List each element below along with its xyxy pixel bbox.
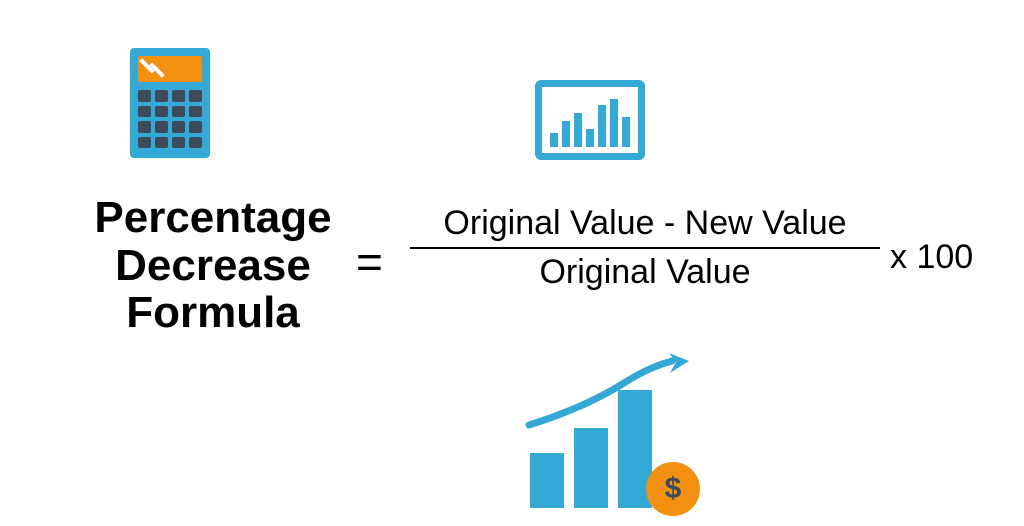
fraction: Original Value - New Value Original Valu… [410,200,880,296]
growth-chart-icon: $ [520,358,690,508]
fraction-denominator: Original Value [410,249,880,296]
growth-bars [530,390,652,508]
title-line-3: Formula [68,289,358,337]
infographic-canvas: Percentage Decrease Formula = Original V… [0,0,1024,526]
multiplier-text: x 100 [890,238,973,277]
calculator-screen [138,56,202,82]
calculator-keys [138,90,202,148]
title-line-1: Percentage [68,194,358,242]
equals-sign: = [356,235,383,289]
monitor-chart-icon [535,80,645,160]
calculator-icon [130,48,210,158]
dollar-coin-icon: $ [646,462,700,516]
fraction-numerator: Original Value - New Value [410,200,880,247]
formula-title: Percentage Decrease Formula [68,194,358,337]
calculator-body [130,48,210,158]
title-line-2: Decrease [68,242,358,290]
coin-symbol: $ [665,472,682,506]
